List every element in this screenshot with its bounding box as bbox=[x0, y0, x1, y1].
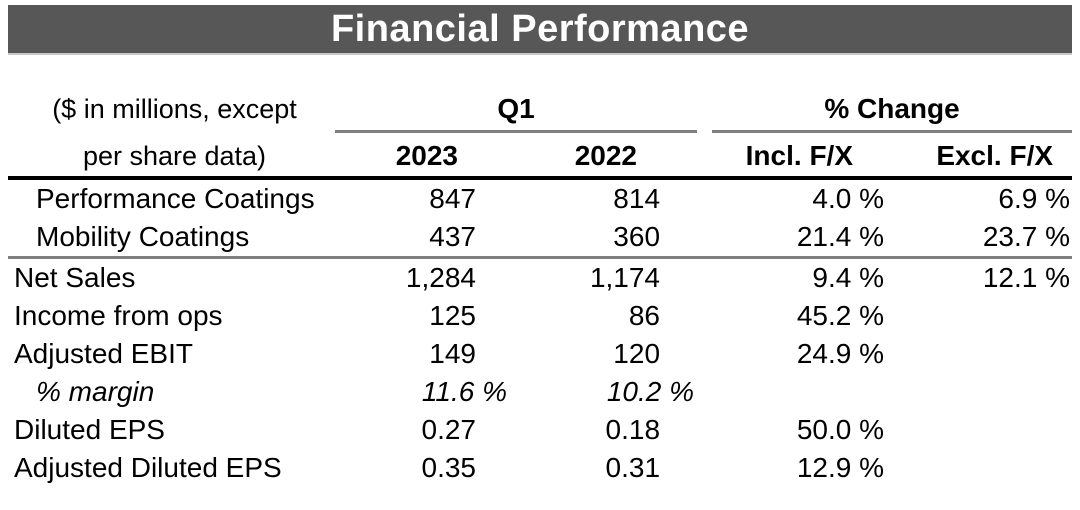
unit-note-line2: per share data) bbox=[8, 133, 335, 180]
financial-performance-table: ($ in millions, except Q1 % Change per s… bbox=[8, 85, 1073, 487]
table-row-net-sales: Net Sales 1,284 1,174 9.4 % 12.1 % bbox=[8, 258, 1072, 298]
cell-incl-fx: 12.9 % bbox=[796, 452, 885, 483]
cell-incl-fx: 9.4 % bbox=[812, 262, 885, 293]
cell-excl-fx bbox=[890, 449, 1072, 487]
cell-incl-fx: 4.0 % bbox=[812, 183, 885, 214]
page-title: Financial Performance bbox=[330, 8, 750, 50]
column-group-row: ($ in millions, except Q1 % Change bbox=[8, 85, 1073, 133]
cell-2023: 847 bbox=[429, 183, 476, 214]
cell-2022: 0.31 bbox=[605, 452, 661, 483]
cell-excl-fx bbox=[890, 373, 1072, 411]
table-row-mobility-coatings: Mobility Coatings 437 360 21.4 % 23.7 % bbox=[8, 218, 1073, 259]
cell-excl-fx bbox=[890, 411, 1072, 449]
cell-excl-fx: 6.9 % bbox=[998, 183, 1071, 214]
column-header-incl-fx: Incl. F/X bbox=[697, 133, 891, 180]
column-group-pct-change: % Change bbox=[697, 85, 1073, 133]
cell-2023: 149 bbox=[429, 338, 476, 369]
cell-incl-fx: 24.9 % bbox=[796, 338, 885, 369]
unit-note-line1: ($ in millions, except bbox=[52, 94, 297, 124]
row-label: Adjusted EBIT bbox=[14, 338, 193, 369]
column-group-q1-label: Q1 bbox=[335, 93, 698, 133]
cell-2022: 10.2 % bbox=[606, 376, 695, 407]
column-header-excl-fx: Excl. F/X bbox=[890, 133, 1073, 180]
cell-2022: 814 bbox=[613, 183, 661, 214]
cell-incl-fx bbox=[697, 373, 890, 411]
row-label: Diluted EPS bbox=[14, 414, 165, 445]
column-header-row: per share data) 2023 2022 Incl. F/X Excl… bbox=[8, 133, 1073, 180]
cell-2023: 1,284 bbox=[405, 262, 476, 293]
column-header-2023: 2023 bbox=[335, 133, 510, 180]
cell-incl-fx: 21.4 % bbox=[697, 218, 891, 259]
table-row-adjusted-diluted-eps: Adjusted Diluted EPS 0.35 0.31 12.9 % bbox=[8, 449, 1072, 487]
cell-2023: 437 bbox=[335, 218, 510, 259]
cell-excl-fx: 12.1 % bbox=[982, 262, 1071, 293]
cell-2023: 11.6 % bbox=[421, 376, 507, 407]
title-bar: Financial Performance bbox=[8, 5, 1072, 55]
cell-excl-fx bbox=[890, 335, 1072, 373]
cell-excl-fx: 23.7 % bbox=[890, 218, 1073, 259]
row-label: Income from ops bbox=[14, 300, 223, 331]
table-row-pct-margin: % margin 11.6 % 10.2 % bbox=[8, 373, 1072, 411]
table-row-income-from-ops: Income from ops 125 86 45.2 % bbox=[8, 297, 1072, 335]
cell-2023: 0.27 bbox=[421, 414, 477, 445]
table-row-performance-coatings: Performance Coatings 847 814 4.0 % 6.9 % bbox=[8, 178, 1072, 218]
table-row-diluted-eps: Diluted EPS 0.27 0.18 50.0 % bbox=[8, 411, 1072, 449]
cell-2023: 0.35 bbox=[421, 452, 477, 483]
slide: Financial Performance ($ in millions, ex… bbox=[8, 5, 1073, 487]
row-label: Performance Coatings bbox=[36, 183, 315, 214]
table-row-adjusted-ebit: Adjusted EBIT 149 120 24.9 % bbox=[8, 335, 1072, 373]
cell-excl-fx bbox=[890, 297, 1072, 335]
row-label: Adjusted Diluted EPS bbox=[14, 452, 282, 483]
column-header-2022: 2022 bbox=[510, 133, 698, 180]
cell-2023: 125 bbox=[429, 300, 476, 331]
cell-2022: 1,174 bbox=[589, 262, 661, 293]
cell-2022: 120 bbox=[613, 338, 661, 369]
column-group-q1: Q1 bbox=[335, 85, 698, 133]
cell-2022: 86 bbox=[628, 300, 661, 331]
row-label: % margin bbox=[36, 376, 155, 407]
column-group-pct-change-label: % Change bbox=[712, 93, 1073, 133]
cell-incl-fx: 45.2 % bbox=[796, 300, 885, 331]
cell-2022: 360 bbox=[510, 218, 698, 259]
cell-incl-fx: 50.0 % bbox=[796, 414, 885, 445]
row-label: Mobility Coatings bbox=[8, 218, 335, 259]
cell-2022: 0.18 bbox=[605, 414, 661, 445]
row-label: Net Sales bbox=[14, 262, 136, 293]
